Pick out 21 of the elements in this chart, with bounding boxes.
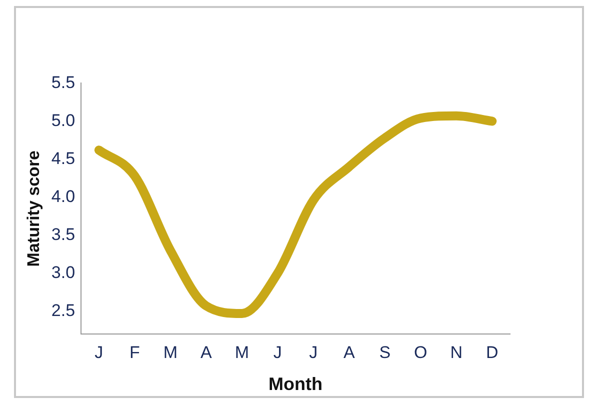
x-tick-label: J xyxy=(94,342,104,362)
y-tick-label: 3.0 xyxy=(51,262,76,282)
x-tick-label: A xyxy=(343,342,356,362)
x-tick-label: N xyxy=(450,342,463,362)
x-tick-label: O xyxy=(414,342,428,362)
y-tick-label: 4.0 xyxy=(51,186,76,206)
x-tick-label: M xyxy=(163,342,178,362)
y-tick-label: 3.5 xyxy=(51,224,76,244)
y-tick-label: 4.5 xyxy=(51,148,76,168)
x-tick-label: J xyxy=(273,342,282,362)
x-tick-label: F xyxy=(129,342,140,362)
x-tick-label: S xyxy=(379,342,391,362)
x-tick-label: D xyxy=(486,342,498,362)
x-axis-title: Month xyxy=(268,374,323,394)
y-axis-title: Maturity score xyxy=(24,150,43,267)
x-tick-label: A xyxy=(200,342,212,362)
x-tick-label: J xyxy=(309,342,318,362)
y-tick-label: 2.5 xyxy=(51,300,76,320)
y-tick-label: 5.0 xyxy=(51,110,76,130)
x-tick-label: M xyxy=(234,342,249,362)
y-tick-label: 5.5 xyxy=(51,72,76,92)
